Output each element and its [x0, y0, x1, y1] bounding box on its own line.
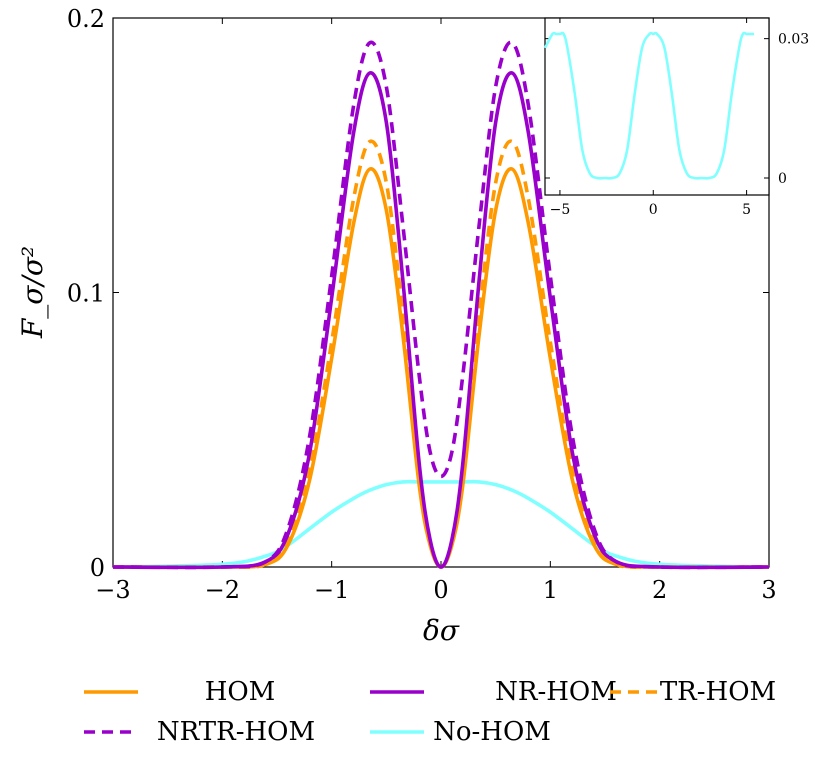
legend-label: NR-HOM: [495, 677, 617, 707]
series-line-hom: [112, 167, 770, 570]
legend-item-nr-hom: NR-HOM: [370, 677, 617, 707]
legend-item-tr-hom: TR-HOM: [610, 677, 776, 707]
inset-x-tick-label: −5: [550, 202, 571, 218]
inset-tick-labels: −5 0 5 0 0.03: [550, 32, 810, 218]
main-series-lines: [112, 40, 770, 570]
x-tick-label: −1: [314, 576, 349, 604]
x-tick-label: 0: [433, 576, 448, 604]
x-tick-label: 3: [761, 576, 776, 604]
y-tick-label: 0: [90, 554, 105, 582]
legend-label: NRTR-HOM: [157, 717, 315, 747]
y-tick-label: 0.1: [67, 280, 105, 308]
inset-axis-ticks: [545, 18, 769, 195]
inset-y-tick-label: 0.03: [778, 32, 809, 48]
inset-plot: −5 0 5 0 0.03: [543, 17, 810, 218]
x-tick-label: −3: [95, 576, 130, 604]
inset-background: [545, 18, 769, 195]
legend-item-no-hom: No-HOM: [370, 717, 551, 747]
legend-label: TR-HOM: [660, 677, 776, 707]
legend-item-hom: HOM: [84, 677, 275, 707]
legend-label: No-HOM: [433, 717, 551, 747]
legend-label: HOM: [205, 677, 276, 707]
main-plot: −3 −2 −1 0 1 2 3 0 0.1 0.2 δσ F_σ/σ²: [16, 5, 777, 647]
inset-plot-frame: [544, 17, 770, 196]
inset-series-line: [543, 31, 755, 180]
inset-y-tick-label: 0: [778, 171, 787, 187]
series-line-nrtr-hom: [112, 40, 770, 570]
y-axis-label: F_σ/σ²: [16, 246, 49, 339]
x-tick-label: 1: [543, 576, 558, 604]
inset-x-tick-label: 0: [649, 202, 658, 218]
x-tick-label: −2: [205, 576, 240, 604]
y-tick-label: 0.2: [67, 5, 105, 33]
x-axis-label: δσ: [423, 614, 460, 647]
main-tick-labels: −3 −2 −1 0 1 2 3 0 0.1 0.2: [67, 5, 777, 604]
series-line-tr-hom: [112, 139, 770, 570]
inset-series-lines: [543, 31, 755, 180]
x-tick-label: 2: [652, 576, 667, 604]
legend: HOM NR-HOM TR-HOM NRTR-HOM No-HOM: [84, 677, 776, 747]
legend-item-nrtr-hom: NRTR-HOM: [84, 717, 315, 747]
series-line-nr-hom: [112, 71, 770, 570]
inset-x-tick-label: 5: [742, 202, 751, 218]
series-line-no-hom: [112, 479, 770, 569]
